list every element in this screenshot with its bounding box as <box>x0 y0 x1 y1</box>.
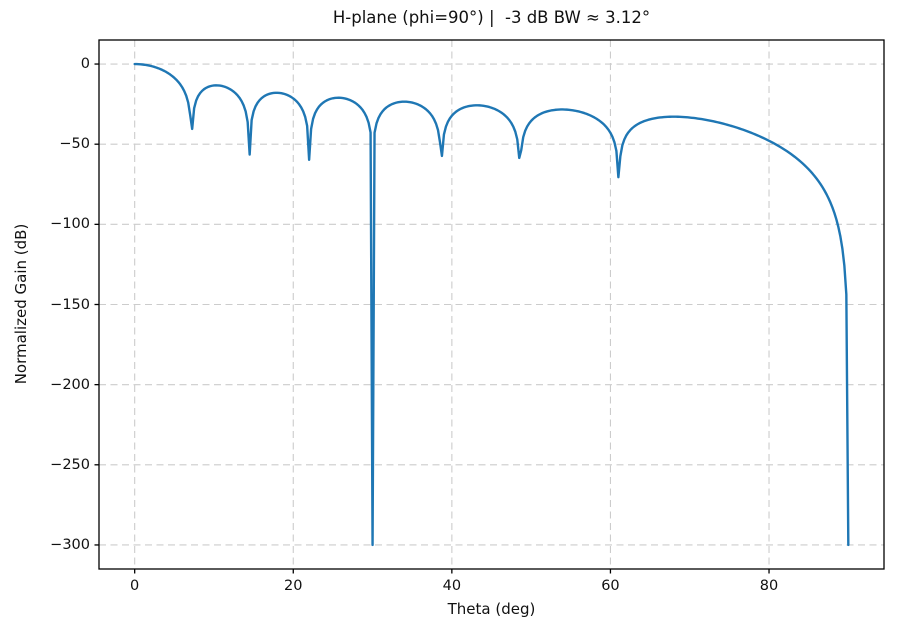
x-tick-label: 80 <box>759 578 779 594</box>
x-tick-label: 0 <box>130 578 140 594</box>
y-tick-label: −100 <box>50 216 90 233</box>
x-tick-label: 20 <box>284 578 303 594</box>
x-tick-label: 40 <box>442 578 462 594</box>
pattern-curve <box>133 62 850 547</box>
y-tick-label: 0 <box>80 56 90 73</box>
y-tick-label: −150 <box>50 296 90 313</box>
y-tick-label: −300 <box>50 536 90 553</box>
y-tick-label: −250 <box>50 456 90 473</box>
chart-title: H-plane (phi=90°) | -3 dB BW ≈ 3.12° <box>332 8 651 27</box>
x-axis-label: Theta (deg) <box>447 600 536 618</box>
x-tick-label: 60 <box>601 578 620 594</box>
y-tick-label: −200 <box>50 376 90 393</box>
y-tick-label: −50 <box>59 136 90 153</box>
